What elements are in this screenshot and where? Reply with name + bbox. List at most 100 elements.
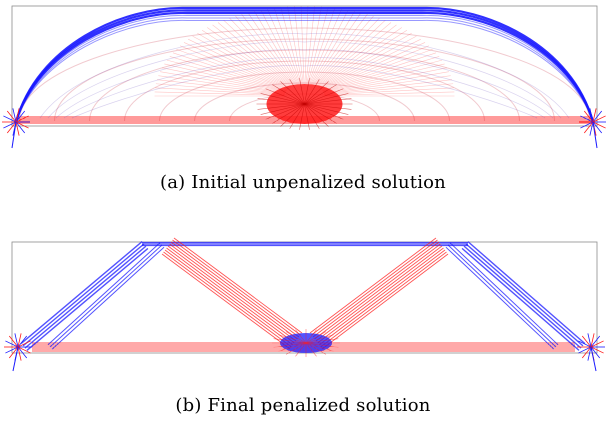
- right-tension-diagonal: [317, 247, 444, 344]
- load-ray: [295, 329, 307, 344]
- support-ray: [590, 346, 597, 372]
- tension-ray: [161, 67, 286, 93]
- support-ray: [590, 346, 601, 359]
- tension-ray: [322, 56, 440, 92]
- support-ray: [590, 340, 604, 348]
- compression-arch: [14, 6, 595, 123]
- tension-ray: [315, 22, 392, 87]
- support-ray: [590, 335, 601, 348]
- tension-trajectory: [194, 82, 415, 122]
- tension-ray: [317, 27, 402, 88]
- compression-arch: [15, 17, 594, 123]
- right-tension-diagonal: [309, 237, 437, 334]
- support-ray: [592, 121, 598, 149]
- tension-ray: [158, 75, 286, 94]
- load-ray: [304, 98, 352, 105]
- left-compression-diagonal: [24, 245, 147, 349]
- tension-ray: [311, 12, 362, 86]
- tension-ray: [312, 14, 368, 86]
- left-compression-diagonal: [22, 243, 145, 347]
- load-ray: [257, 98, 305, 105]
- right-tension-diagonal: [321, 253, 449, 350]
- tension-ray: [229, 17, 295, 86]
- right-compression-diagonal: [461, 247, 580, 351]
- domain-frame: [11, 5, 598, 127]
- tension-ray: [188, 38, 290, 89]
- tension-trajectory: [124, 60, 485, 122]
- support-ray: [3, 115, 17, 123]
- support-ray: [592, 108, 597, 123]
- support-ray: [14, 333, 19, 348]
- unpenalized-solution-plot: [2, 5, 606, 149]
- tension-ray: [217, 22, 294, 87]
- tension-ray: [183, 42, 289, 90]
- tension-ray: [324, 79, 453, 95]
- tension-ray: [172, 52, 288, 91]
- support-ray: [17, 335, 28, 348]
- load-ray: [304, 103, 310, 130]
- support-ray: [15, 121, 29, 129]
- load-ray: [260, 93, 305, 105]
- load-ray: [285, 342, 307, 355]
- load-ray: [265, 88, 305, 105]
- compression-trajectory: [63, 57, 546, 119]
- tension-ray: [247, 12, 298, 86]
- tension-ray: [314, 17, 380, 86]
- caption-a: (a) Initial unpenalized solution: [160, 172, 446, 193]
- tension-trajectory: [54, 38, 555, 122]
- tension-ray: [241, 14, 297, 86]
- caption-b: (b) Final penalized solution: [175, 395, 431, 416]
- tension-ray: [308, 7, 336, 85]
- support-ray: [6, 121, 17, 134]
- support-ray: [15, 115, 29, 123]
- support-ray: [578, 340, 592, 348]
- tension-ray: [324, 91, 455, 96]
- support-ray: [15, 108, 20, 123]
- support-ray: [578, 346, 592, 354]
- right-tension-diagonal: [318, 249, 446, 346]
- support-ray: [592, 121, 606, 129]
- tension-ray: [310, 9, 349, 85]
- support-ray: [12, 346, 19, 372]
- support-ray: [590, 333, 595, 348]
- left-tension-diagonal: [170, 241, 300, 338]
- right-support: [579, 108, 606, 149]
- load-ray: [273, 342, 307, 348]
- right-compression-diagonal: [447, 244, 557, 348]
- compression-trajectory: [55, 49, 554, 119]
- panel-b: [0, 220, 606, 437]
- tension-ray: [315, 19, 386, 87]
- load-ray: [273, 338, 307, 344]
- support-ray: [17, 333, 22, 348]
- support-ray: [5, 340, 19, 348]
- tension-trajectory: [159, 71, 450, 122]
- tension-ray: [324, 83, 454, 95]
- right-support: [577, 333, 605, 372]
- support-ray: [592, 115, 606, 123]
- right-compression-diagonal: [449, 242, 559, 346]
- load-ray: [304, 78, 310, 105]
- tension-ray: [317, 29, 408, 88]
- left-support: [2, 108, 30, 149]
- tension-ray: [323, 67, 448, 93]
- panel-a: [0, 0, 606, 200]
- load-ray: [304, 103, 344, 120]
- tension-ray: [223, 19, 294, 87]
- left-tension-diagonal: [166, 247, 295, 344]
- compression-trajectory: [47, 41, 562, 119]
- left-compression-diagonal: [49, 244, 163, 348]
- right-tension-diagonal: [314, 243, 441, 340]
- tension-ray: [304, 6, 309, 85]
- load-ray: [305, 331, 327, 344]
- load-ray: [304, 103, 349, 115]
- tension-ray: [164, 63, 286, 93]
- support-ray: [581, 335, 592, 348]
- load-ray: [278, 334, 307, 344]
- tension-ray: [254, 11, 299, 85]
- left-tension-diagonal: [173, 237, 303, 334]
- compression-arch: [15, 19, 594, 123]
- left-compression-diagonal: [51, 246, 165, 350]
- right-tension-diagonal: [312, 241, 440, 338]
- tension-ray: [192, 35, 290, 89]
- tension-ray: [169, 56, 287, 92]
